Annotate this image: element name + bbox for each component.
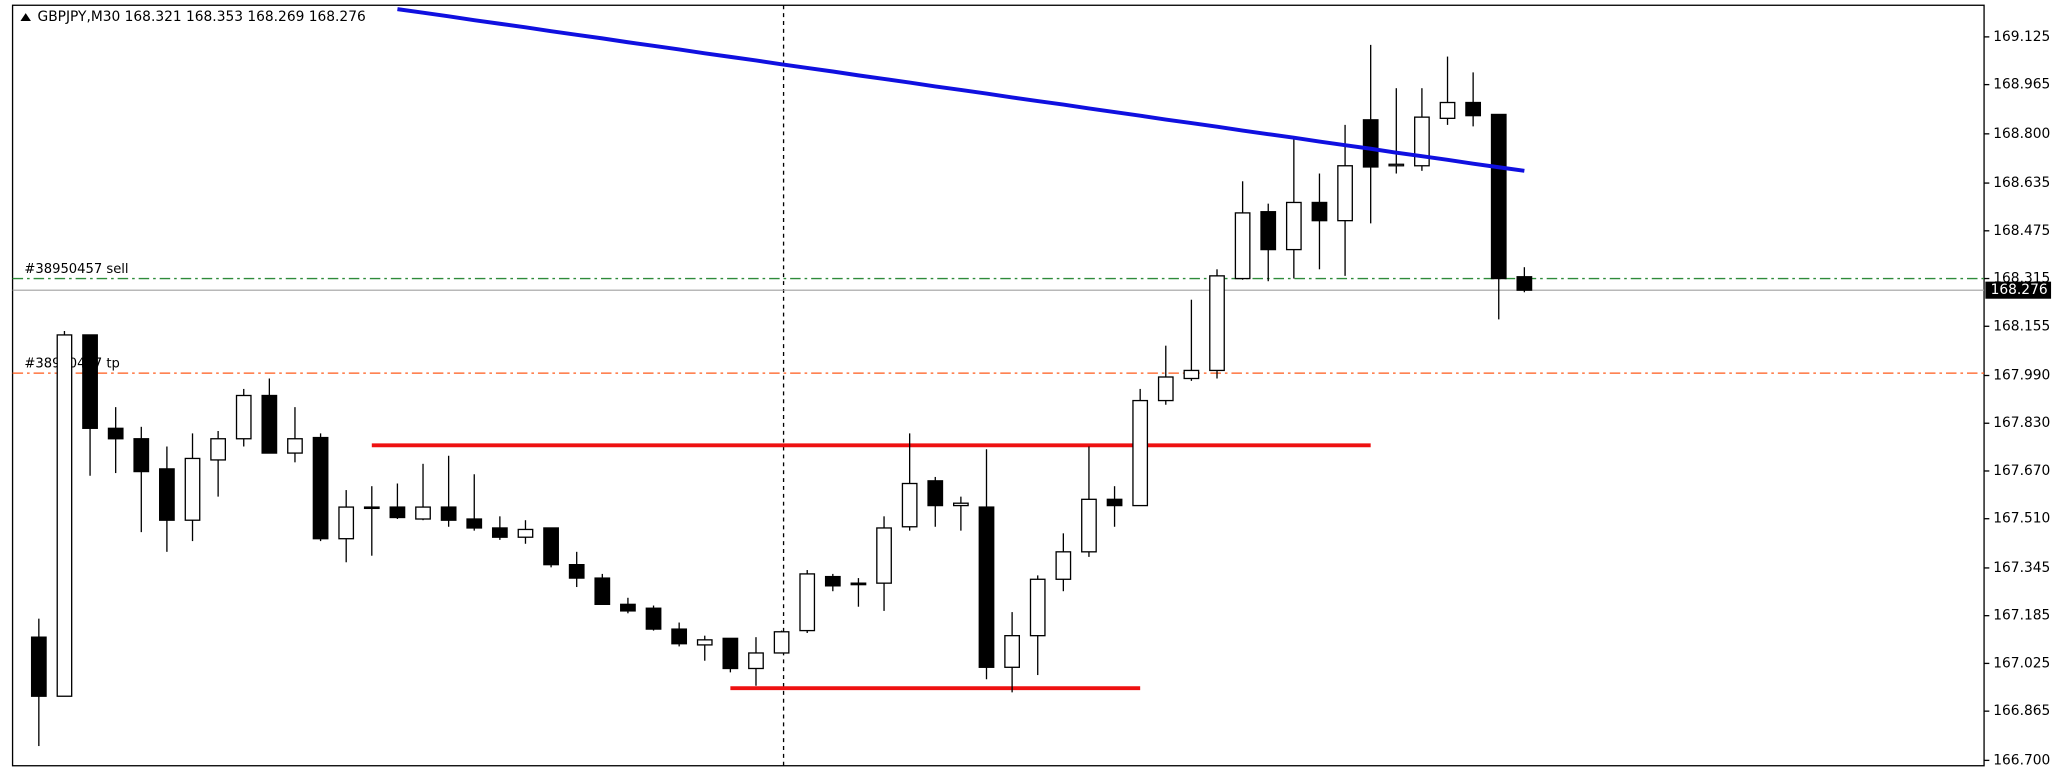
candle-body <box>1260 211 1277 251</box>
candle-body <box>901 482 918 528</box>
candle-body <box>1106 498 1123 507</box>
candle-body <box>1081 498 1097 553</box>
candle-body <box>1132 399 1149 507</box>
y-tick-label: 167.345 <box>1993 560 2050 576</box>
candle-body <box>799 573 816 632</box>
candle-body <box>133 438 150 473</box>
candle-body <box>1183 369 1200 380</box>
candle-body <box>338 506 355 540</box>
candle-body <box>1439 101 1456 119</box>
candle-body <box>1465 101 1482 117</box>
candle-body <box>1311 201 1328 222</box>
candle-body <box>953 502 969 507</box>
candle-body <box>1337 165 1353 222</box>
y-tick-label: 168.800 <box>1993 126 2050 142</box>
candle-body <box>30 636 47 697</box>
candle-body <box>1209 275 1225 372</box>
y-tick-label: 166.700 <box>1993 752 2050 768</box>
candle-body <box>722 637 739 670</box>
chart-title: GBPJPY,M30 168.321 168.353 168.269 168.2… <box>38 9 366 25</box>
candle-body <box>415 506 431 520</box>
candle-body <box>389 506 406 519</box>
candle-body <box>543 527 559 566</box>
candle-body <box>517 528 534 538</box>
candle-body <box>1362 119 1379 168</box>
price-label: 168.276 <box>1991 282 2048 298</box>
candle-body <box>773 631 790 654</box>
y-tick-label: 167.990 <box>1993 368 2050 384</box>
candle-body <box>876 527 892 584</box>
candle-body <box>312 436 329 540</box>
y-tick-label: 167.510 <box>1993 511 2050 527</box>
y-tick-label: 168.635 <box>1993 175 2050 191</box>
candle-body <box>927 480 944 507</box>
y-tick-label: 167.185 <box>1993 608 2050 624</box>
candle-body <box>850 582 867 586</box>
order-label: #38950457 sell <box>24 262 128 277</box>
candle-body <box>620 603 636 612</box>
candle-body <box>261 394 278 454</box>
candle-body <box>978 506 995 668</box>
candle-body <box>824 575 841 587</box>
candle-body <box>1285 201 1302 251</box>
candle-body <box>107 427 124 440</box>
y-tick-label: 169.125 <box>1993 29 2050 45</box>
y-tick-label: 167.830 <box>1993 415 2050 431</box>
candle-body <box>56 334 73 697</box>
y-tick-label: 166.865 <box>1993 703 2050 719</box>
candle-body <box>1234 212 1251 280</box>
price-box <box>1985 281 2052 299</box>
candle-body <box>363 506 380 510</box>
candle-body <box>235 394 252 440</box>
candle-body <box>1029 578 1046 637</box>
candle-body <box>1490 113 1507 280</box>
moving-average <box>397 7 1525 173</box>
candle-body <box>671 628 688 645</box>
candle-body <box>1388 163 1405 167</box>
candle-body <box>696 639 713 646</box>
y-tick-label: 167.670 <box>1993 463 2050 479</box>
candle-body <box>82 334 98 429</box>
y-tick-label: 168.965 <box>1993 77 2050 93</box>
candle-body <box>1414 116 1430 167</box>
collapse-icon <box>20 13 31 22</box>
y-tick-label: 168.475 <box>1993 223 2050 239</box>
candle-body <box>568 564 585 579</box>
candle-body <box>440 506 457 521</box>
candle-body <box>466 518 483 529</box>
candle-body <box>1516 276 1533 291</box>
y-tick-label: 167.025 <box>1993 655 2050 671</box>
candle-body <box>491 527 508 538</box>
candle-body <box>1055 551 1072 580</box>
candle-body <box>287 438 303 454</box>
candle-body <box>210 438 227 461</box>
plot-frame <box>11 4 1985 767</box>
candle-body <box>748 652 764 670</box>
y-tick-label: 168.155 <box>1993 318 2050 334</box>
candle-body <box>594 577 611 605</box>
candle-body <box>159 468 175 521</box>
candle-body <box>184 457 201 521</box>
candle-body <box>645 607 662 630</box>
candle-body <box>1157 376 1174 402</box>
candle-body <box>1004 635 1020 668</box>
